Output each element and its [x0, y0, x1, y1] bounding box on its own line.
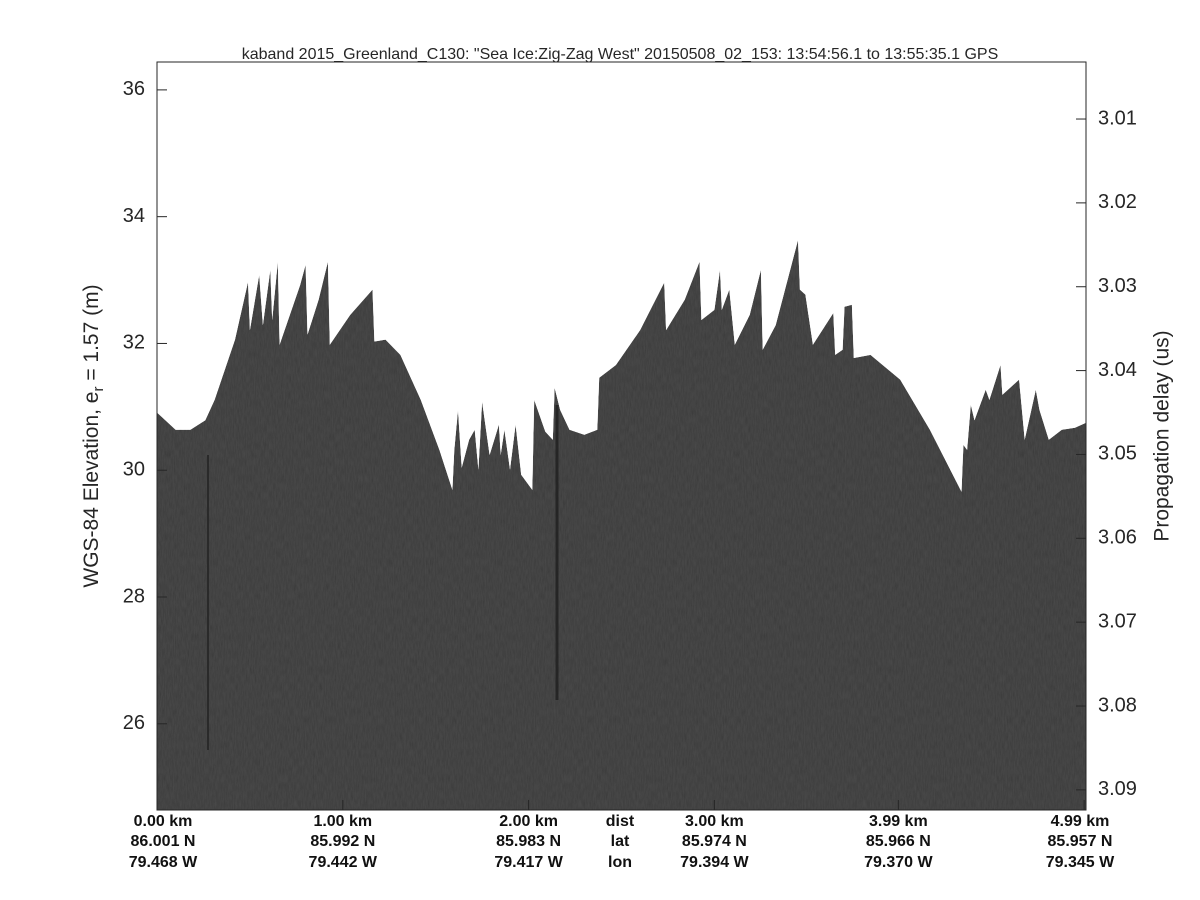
y2-tick-label: 3.09	[1098, 778, 1137, 800]
lat-label: 85.966 N	[866, 833, 931, 850]
x-tick-label: 4.99 km	[1051, 813, 1110, 830]
y-tick-label: 30	[123, 459, 145, 481]
lon-label: 79.442 W	[309, 854, 378, 871]
y-axis-label: WGS-84 Elevation, er = 1.57 (m)	[80, 284, 107, 587]
row-label: dist	[606, 813, 635, 830]
lat-label: 85.957 N	[1048, 833, 1113, 850]
y-label-text: WGS-84 Elevation, e	[80, 392, 103, 588]
y2-axis-label: Propagation delay (us)	[1151, 330, 1174, 541]
lon-label: 79.468 W	[129, 854, 198, 871]
x-tick-label: 3.99 km	[869, 813, 928, 830]
y2-tick-label: 3.02	[1098, 191, 1137, 213]
row-label: lat	[611, 833, 630, 850]
lon-label: 79.417 W	[494, 854, 563, 871]
chart-title: kaband 2015_Greenland_C130: "Sea Ice:Zig…	[242, 46, 999, 63]
y-label-suffix: = 1.57 (m)	[80, 284, 103, 386]
y2-tick-label: 3.04	[1098, 359, 1137, 381]
lat-label: 85.992 N	[310, 833, 375, 850]
x-tick-label: 3.00 km	[685, 813, 744, 830]
lon-label: 79.370 W	[864, 854, 933, 871]
y2-tick-label: 3.05	[1098, 443, 1137, 465]
y2-tick-label: 3.08	[1098, 694, 1137, 716]
y2-tick-label: 3.03	[1098, 275, 1137, 297]
x-tick-label: 1.00 km	[313, 813, 372, 830]
y2-tick-label: 3.01	[1098, 107, 1137, 129]
y-tick-label: 26	[123, 712, 145, 734]
lat-label: 85.974 N	[682, 833, 747, 850]
y-label-subscript: r	[90, 387, 107, 392]
axes-box	[156, 61, 1087, 811]
plot-area	[157, 240, 1086, 811]
lon-label: 79.394 W	[680, 854, 749, 871]
y-tick-label: 32	[123, 332, 145, 354]
y2-tick-label: 3.06	[1098, 527, 1137, 549]
lon-label: 79.345 W	[1046, 854, 1115, 871]
y-tick-label: 36	[123, 78, 145, 100]
lat-label: 85.983 N	[496, 833, 561, 850]
y2-tick-label: 3.07	[1098, 610, 1137, 632]
lat-label: 86.001 N	[131, 833, 196, 850]
x-tick-label: 0.00 km	[134, 813, 193, 830]
echogram-area	[157, 240, 1086, 811]
y-tick-label: 34	[123, 205, 145, 227]
row-label: lon	[608, 854, 632, 871]
axes: 26 28 30 32 34 36 3.01 3.02 3.03 3.04 3.05 3.06 3.07…	[123, 61, 1137, 871]
x-tick-label: 2.00 km	[499, 813, 558, 830]
y-tick-label: 28	[123, 585, 145, 607]
